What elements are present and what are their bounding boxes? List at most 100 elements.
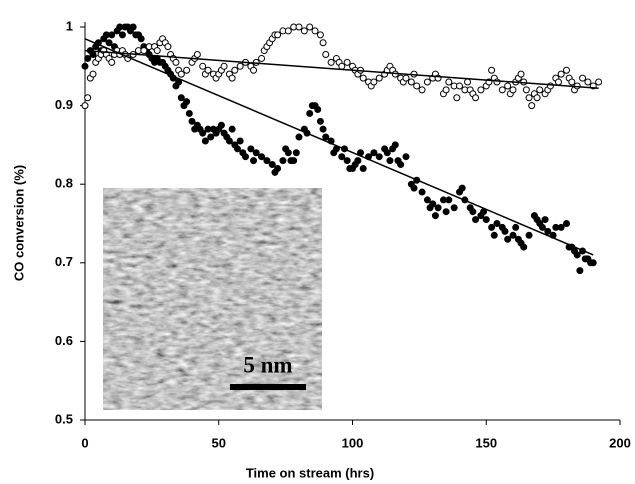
x-axis-title: Time on stream (hrs): [246, 465, 374, 480]
data-point: [306, 23, 314, 31]
data-point: [284, 27, 292, 35]
data-point: [231, 66, 239, 74]
data-point: [322, 51, 330, 59]
data-point: [204, 66, 212, 74]
inset-image: 5 nm: [103, 188, 322, 410]
data-point: [469, 208, 477, 216]
data-point: [225, 137, 233, 145]
y-tick-label: 0.7: [55, 254, 73, 269]
data-point: [274, 164, 282, 172]
data-point: [183, 98, 191, 106]
micrograph: [103, 188, 322, 410]
data-point: [520, 243, 528, 251]
data-point: [137, 35, 145, 43]
data-point: [263, 157, 271, 165]
data-point: [228, 74, 236, 82]
x-tick-label: 50: [212, 435, 226, 450]
data-point: [383, 149, 391, 157]
data-point: [81, 62, 89, 70]
data-point: [563, 220, 570, 227]
y-tick-label: 0.5: [55, 411, 73, 426]
data-point: [589, 259, 597, 267]
data-point: [316, 117, 324, 125]
data-point: [375, 74, 383, 82]
data-point: [236, 62, 244, 70]
data-point: [290, 157, 298, 165]
data-point: [498, 86, 506, 94]
data-point: [445, 196, 453, 204]
data-point: [177, 94, 185, 102]
data-point: [536, 86, 544, 94]
data-point: [557, 70, 565, 78]
data-point: [579, 74, 587, 82]
data-point: [183, 66, 191, 74]
data-point: [279, 157, 287, 165]
data-point: [402, 153, 410, 161]
data-point: [418, 188, 426, 196]
data-point: [217, 121, 225, 129]
data-point: [233, 145, 241, 153]
plot-area: 0.5 0.6 0.7 0.8 0.9 1 0 50 100 150 200: [55, 18, 631, 450]
data-point: [306, 109, 314, 117]
data-point: [458, 184, 466, 192]
data-point: [164, 43, 172, 51]
data-point: [89, 51, 97, 59]
data-point: [504, 82, 512, 90]
data-point: [509, 231, 517, 239]
data-point: [423, 78, 431, 86]
data-point: [129, 23, 137, 31]
data-point: [450, 204, 458, 212]
data-point: [319, 39, 327, 47]
data-point: [410, 184, 418, 192]
data-point: [105, 39, 113, 47]
data-point: [199, 62, 207, 70]
data-point: [258, 54, 266, 62]
data-point: [490, 231, 498, 239]
data-point: [140, 47, 148, 55]
data-point: [464, 78, 472, 86]
data-point: [402, 74, 410, 82]
data-point: [354, 157, 362, 165]
data-point: [84, 94, 92, 102]
x-tick-label: 0: [81, 435, 88, 450]
data-point: [541, 216, 549, 224]
data-point: [544, 227, 552, 235]
trend-line: [84, 49, 599, 90]
data-point: [442, 208, 450, 216]
data-point: [311, 27, 319, 35]
data-point: [185, 109, 193, 117]
data-point: [554, 78, 562, 86]
data-point: [258, 153, 266, 161]
data-point: [429, 200, 437, 208]
data-point: [300, 27, 308, 35]
data-point: [493, 220, 501, 227]
y-axis-title: CO conversion (%): [11, 165, 26, 281]
data-point: [525, 231, 533, 239]
data-point: [236, 137, 244, 145]
scale-label: 5 nm: [243, 352, 292, 377]
data-point: [228, 125, 236, 133]
data-point: [172, 58, 180, 66]
data-point: [453, 94, 461, 102]
y-tick-label: 1: [66, 18, 73, 33]
data-point: [482, 216, 490, 224]
data-point: [81, 102, 89, 110]
data-point: [319, 125, 327, 133]
data-point: [220, 62, 228, 70]
data-point: [292, 149, 300, 157]
data-point: [370, 149, 378, 157]
data-point: [557, 223, 565, 231]
data-point: [338, 62, 346, 70]
data-point: [391, 141, 399, 149]
y-tick-label: 0.6: [55, 333, 73, 348]
data-point: [250, 66, 258, 74]
data-point: [199, 129, 207, 137]
data-point: [488, 66, 496, 74]
data-point: [528, 102, 536, 110]
data-point: [413, 82, 421, 90]
data-point: [568, 78, 576, 86]
data-point: [595, 78, 603, 86]
y-tick-label: 0.9: [55, 97, 73, 112]
data-point: [177, 70, 185, 78]
